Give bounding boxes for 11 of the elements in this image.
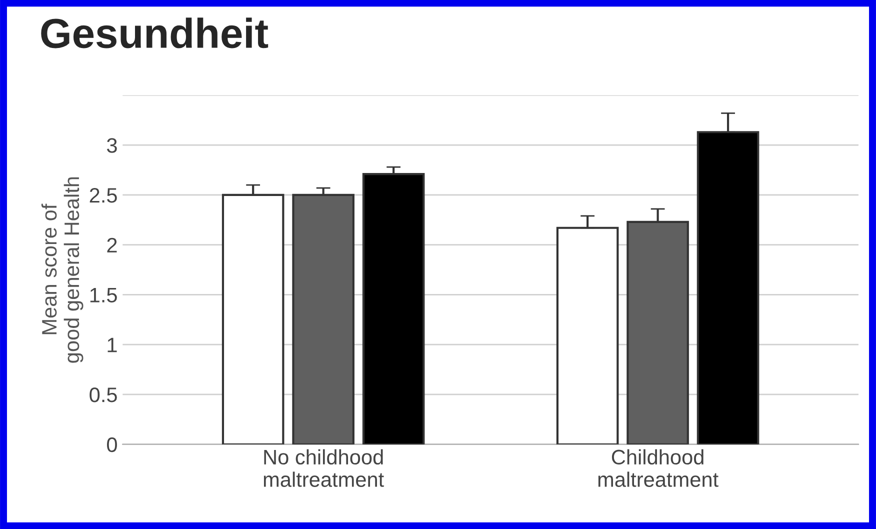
y-tick-label: 3 [106, 138, 117, 153]
chart-title: Gesundheit [41, 18, 268, 48]
y-tick-label: 0.5 [90, 387, 117, 402]
x-tick-label: No childhood maltreatment [264, 449, 384, 487]
x-tick-label: Childhood maltreatment [598, 449, 718, 487]
y-tick-label: 1.5 [90, 288, 117, 302]
y-tick-label: 2 [107, 238, 117, 252]
y-tick-label: 1 [108, 338, 117, 352]
y-axis-title: Mean score of good general Health [41, 177, 84, 363]
y-tick-label: 0 [107, 437, 117, 452]
y-tick-label: 2.5 [90, 188, 117, 203]
